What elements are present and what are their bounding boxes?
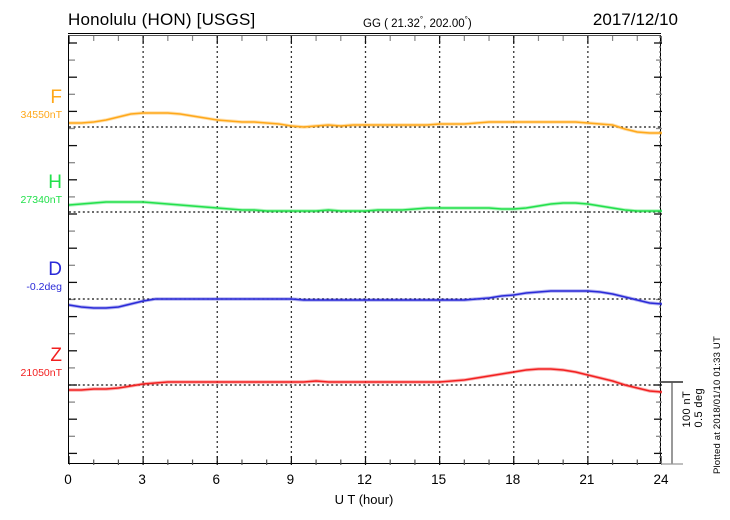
x-tick-12: 12 [356, 472, 373, 487]
x-axis-title: U T (hour) [334, 492, 394, 507]
component-label-f: F [50, 87, 62, 108]
degree-symbol-lon: ° [464, 15, 468, 24]
component-label-z: Z [50, 345, 62, 366]
degree-symbol-lat: ° [419, 15, 424, 24]
x-tick-15: 15 [431, 472, 447, 487]
x-tick-0: 0 [64, 472, 72, 487]
scale-bar [661, 381, 683, 465]
component-baseline-value-h: 27340nT [20, 194, 62, 206]
component-baseline-value-z: 21050nT [20, 367, 62, 379]
component-label-d: D [48, 259, 62, 280]
trace-Z [69, 368, 662, 393]
magnetogram-traces [69, 36, 662, 465]
geo-mid: , 202.00 [423, 17, 465, 30]
x-tick-6: 6 [212, 472, 221, 487]
trace-F [69, 112, 662, 134]
trace-D [69, 290, 662, 309]
component-baseline-value-f: 34550nT [20, 109, 62, 121]
geo-suffix: ) [467, 17, 472, 30]
header-divider [68, 33, 661, 34]
plotted-timestamp: Plotted at 2018/01/10 01:33 UT [712, 336, 723, 475]
x-tick-24: 24 [653, 472, 669, 487]
geographic-coordinates: GG ( 21.32°, 202.00°) [363, 15, 472, 30]
x-tick-3: 3 [138, 472, 146, 487]
trace-H [69, 201, 662, 212]
component-label-h: H [48, 172, 62, 193]
geo-prefix: GG ( 21.32 [363, 17, 420, 30]
observation-date: 2017/12/10 [592, 10, 678, 29]
component-baseline-value-d: -0.2deg [26, 281, 62, 293]
x-tick-9: 9 [286, 472, 295, 487]
scale-bar-label: 100 nT 0.5 deg [681, 388, 705, 428]
x-tick-18: 18 [505, 472, 521, 487]
x-tick-21: 21 [579, 472, 595, 487]
magnetogram-plot-frame [68, 35, 662, 465]
page-title: Honolulu (HON) [USGS] [68, 10, 256, 29]
